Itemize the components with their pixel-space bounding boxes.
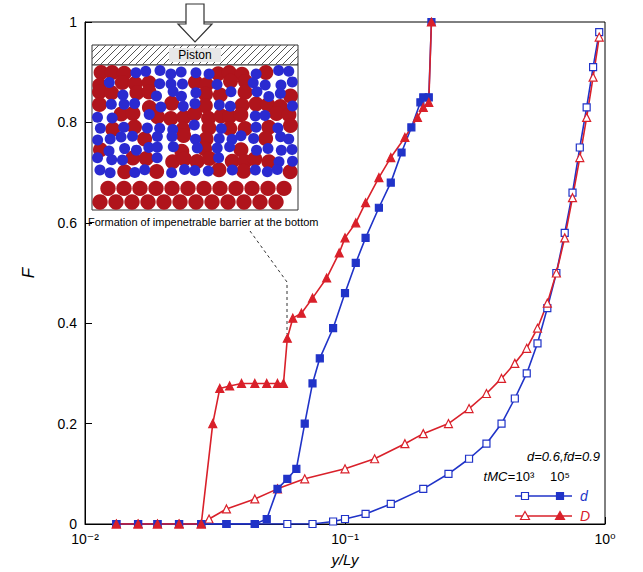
svg-text:10⁰: 10⁰: [594, 531, 616, 547]
svg-text:1: 1: [69, 14, 77, 30]
svg-text:y/Ly: y/Ly: [330, 551, 360, 568]
svg-text:10⁻²: 10⁻²: [71, 531, 99, 547]
svg-text:0.4: 0.4: [58, 315, 78, 331]
svg-text:0.2: 0.2: [58, 416, 78, 432]
svg-text:0: 0: [69, 516, 77, 532]
svg-text:Piston: Piston: [178, 48, 211, 62]
svg-text:0.6: 0.6: [58, 215, 78, 231]
svg-text:d=0.6,fd=0.9: d=0.6,fd=0.9: [527, 449, 600, 464]
svg-text:0.8: 0.8: [58, 114, 78, 130]
svg-text:10³: 10³: [516, 469, 535, 484]
svg-text:d: d: [580, 488, 589, 504]
svg-text:10⁻¹: 10⁻¹: [331, 531, 359, 547]
svg-text:F: F: [19, 266, 38, 278]
svg-text:tMC=: tMC=: [484, 469, 516, 484]
svg-text:10⁵: 10⁵: [550, 469, 570, 484]
svg-text:D: D: [580, 508, 590, 524]
svg-text:Formation of impenetrable barr: Formation of impenetrable barrier at the…: [88, 216, 319, 228]
